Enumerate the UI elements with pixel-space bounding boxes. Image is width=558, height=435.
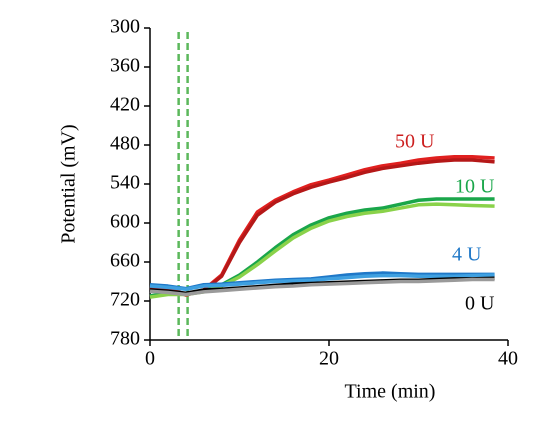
y-tick-label: 540	[110, 172, 140, 194]
series-label: 50 U	[395, 131, 435, 153]
x-axis-label: Time (min)	[345, 381, 436, 403]
data-line	[149, 277, 495, 297]
y-tick-label: 360	[110, 55, 140, 77]
y-tick-label: 720	[110, 289, 140, 311]
x-tick-label: 0	[145, 348, 155, 370]
y-tick-label: 600	[110, 211, 140, 233]
data-line	[149, 273, 495, 292]
y-tick-label: 420	[110, 94, 140, 116]
series-label: 4 U	[452, 244, 482, 266]
y-tick-label: 480	[110, 133, 140, 155]
y-tick-label: 660	[110, 250, 140, 272]
y-tick-label: 780	[110, 328, 140, 350]
x-tick-label: 20	[319, 348, 339, 370]
y-tick-label: 300	[110, 16, 140, 38]
series-label: 0 U	[465, 293, 495, 315]
x-tick-label: 40	[498, 348, 518, 370]
y-axis-label: Potential (mV)	[58, 124, 80, 243]
series-label: 10 U	[455, 176, 495, 198]
